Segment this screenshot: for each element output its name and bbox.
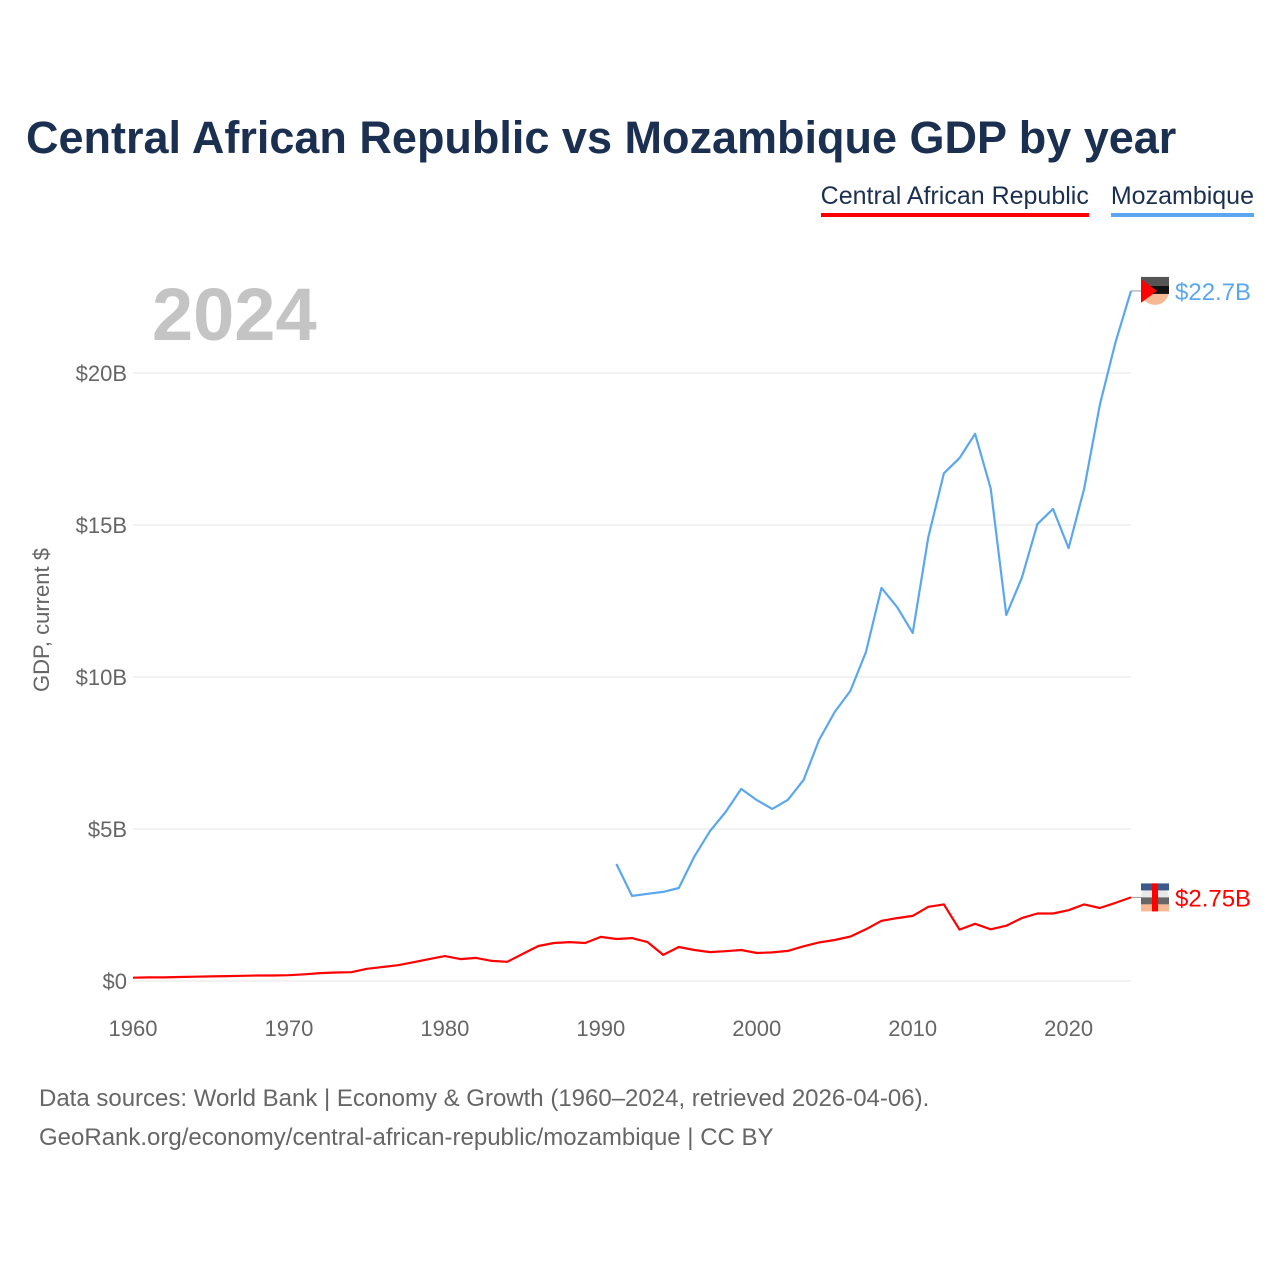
legend-item-mozambique[interactable]: Mozambique (1110, 182, 1254, 217)
x-tick-label: 1960 (109, 1016, 158, 1041)
footer-sources: Data sources: World Bank | Economy & Gro… (39, 1085, 930, 1112)
y-tick-label: $5B (88, 817, 127, 842)
flag-triangle (1141, 278, 1157, 303)
legend: Central African Republic Mozambique (820, 182, 1254, 217)
end-value-label: $2.75B (1175, 885, 1251, 912)
y-tick-label: $10B (76, 665, 127, 690)
current-year-label: 2024 (152, 273, 317, 356)
x-tick-label: 2020 (1044, 1016, 1093, 1041)
y-tick-label: $0 (103, 969, 127, 994)
x-tick-label: 2010 (888, 1016, 937, 1041)
x-tick-label: 1970 (264, 1016, 313, 1041)
series-line-car (132, 896, 1132, 979)
series-line-mozambique (615, 290, 1133, 898)
x-tick-label: 2000 (732, 1016, 781, 1041)
flag-stripe (1152, 883, 1158, 912)
flag-stripe (1141, 276, 1169, 286)
y-tick-label: $15B (76, 513, 127, 538)
y-tick-label: $20B (76, 361, 127, 386)
x-tick-label: 1980 (420, 1016, 469, 1041)
end-value-label: $22.7B (1175, 279, 1251, 306)
legend-item-car[interactable]: Central African Republic (820, 182, 1089, 217)
chart-title: Central African Republic vs Mozambique G… (26, 112, 1177, 163)
footer-link[interactable]: GeoRank.org/economy/central-african-repu… (39, 1124, 774, 1151)
x-tick-label: 1990 (576, 1016, 625, 1041)
